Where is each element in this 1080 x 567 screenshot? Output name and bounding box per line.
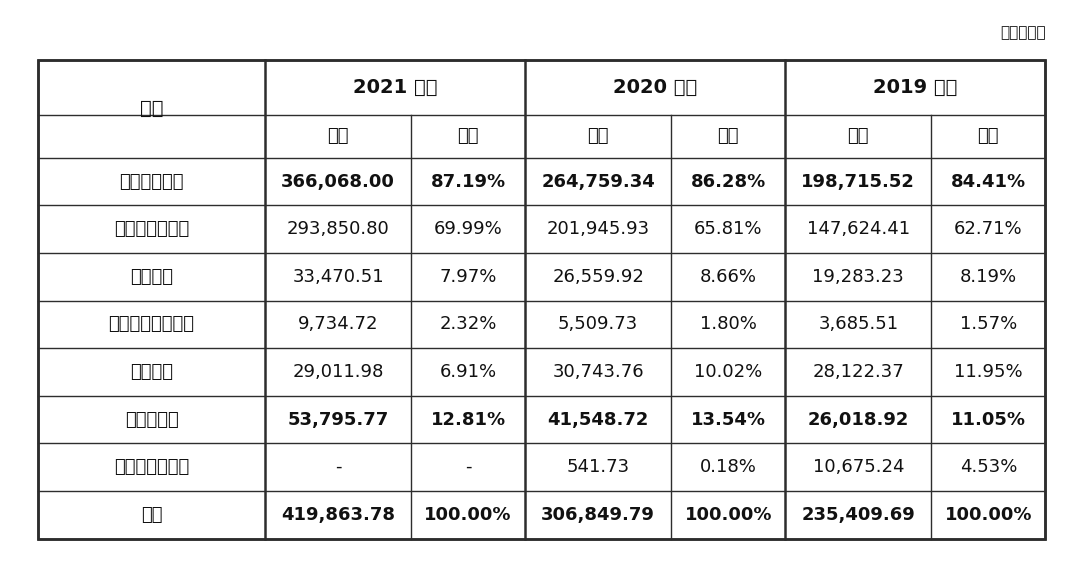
Text: 100.00%: 100.00%: [685, 506, 772, 524]
Text: 2021 年度: 2021 年度: [353, 78, 437, 96]
Text: 30,743.76: 30,743.76: [552, 363, 644, 381]
Text: 8.19%: 8.19%: [960, 268, 1017, 286]
Text: 智能家居产品: 智能家居产品: [119, 172, 184, 191]
Text: 65.81%: 65.81%: [694, 220, 762, 238]
Text: 单位：万元: 单位：万元: [1000, 25, 1045, 40]
Text: 12.81%: 12.81%: [431, 411, 505, 429]
Text: 541.73: 541.73: [567, 458, 630, 476]
Text: 100.00%: 100.00%: [945, 506, 1032, 524]
Text: 2.32%: 2.32%: [440, 315, 497, 333]
Text: 11.95%: 11.95%: [954, 363, 1023, 381]
Text: 264,759.34: 264,759.34: [541, 172, 656, 191]
Text: 235,409.69: 235,409.69: [801, 506, 915, 524]
Text: 28,122.37: 28,122.37: [812, 363, 904, 381]
Text: 293,850.80: 293,850.80: [286, 220, 390, 238]
Text: 2020 年度: 2020 年度: [613, 78, 698, 96]
Text: 云平台服务: 云平台服务: [124, 411, 178, 429]
Bar: [38, 60, 1045, 539]
Text: 86.28%: 86.28%: [690, 172, 766, 191]
Text: 8.66%: 8.66%: [700, 268, 757, 286]
Text: 4.53%: 4.53%: [960, 458, 1017, 476]
Text: 366,068.00: 366,068.00: [281, 172, 395, 191]
Text: 智能入户: 智能入户: [130, 268, 173, 286]
Text: 3,685.51: 3,685.51: [819, 315, 899, 333]
Text: 306,849.79: 306,849.79: [541, 506, 656, 524]
Text: 智能家居摄像机: 智能家居摄像机: [113, 220, 189, 238]
Text: 198,715.52: 198,715.52: [801, 172, 915, 191]
Text: 26,018.92: 26,018.92: [808, 411, 909, 429]
Text: 5,509.73: 5,509.73: [558, 315, 638, 333]
Text: 419,863.78: 419,863.78: [281, 506, 395, 524]
Text: 1.80%: 1.80%: [700, 315, 757, 333]
Text: 6.91%: 6.91%: [440, 363, 497, 381]
Text: 金额: 金额: [327, 127, 349, 145]
Text: 其他智能家居产品: 其他智能家居产品: [108, 315, 194, 333]
Text: 项目: 项目: [139, 99, 163, 118]
Text: 9,734.72: 9,734.72: [298, 315, 378, 333]
Text: 2019 年度: 2019 年度: [874, 78, 958, 96]
Bar: [38, 60, 1045, 539]
Text: 10.02%: 10.02%: [694, 363, 762, 381]
Text: 计算机软件产品: 计算机软件产品: [113, 458, 189, 476]
Text: -: -: [335, 458, 341, 476]
Bar: [38, 60, 1045, 539]
Text: 87.19%: 87.19%: [431, 172, 505, 191]
Text: 总计: 总计: [140, 506, 162, 524]
Text: 41,548.72: 41,548.72: [548, 411, 649, 429]
Text: 金额: 金额: [848, 127, 869, 145]
Text: 1.57%: 1.57%: [960, 315, 1017, 333]
Text: 占比: 占比: [458, 127, 478, 145]
Text: 69.99%: 69.99%: [434, 220, 502, 238]
Text: 29,011.98: 29,011.98: [293, 363, 383, 381]
Text: 10,675.24: 10,675.24: [812, 458, 904, 476]
Text: 62.71%: 62.71%: [954, 220, 1023, 238]
Text: 占比: 占比: [717, 127, 739, 145]
Text: 26,559.92: 26,559.92: [552, 268, 644, 286]
Text: 19,283.23: 19,283.23: [812, 268, 904, 286]
Text: 13.54%: 13.54%: [691, 411, 766, 429]
Text: 0.18%: 0.18%: [700, 458, 757, 476]
Text: 100.00%: 100.00%: [424, 506, 512, 524]
Text: 84.41%: 84.41%: [950, 172, 1026, 191]
Text: 配件产品: 配件产品: [130, 363, 173, 381]
Text: 201,945.93: 201,945.93: [546, 220, 650, 238]
Text: 53,795.77: 53,795.77: [287, 411, 389, 429]
Text: -: -: [464, 458, 471, 476]
Text: 金额: 金额: [588, 127, 609, 145]
Text: 占比: 占比: [977, 127, 999, 145]
Text: 7.97%: 7.97%: [440, 268, 497, 286]
Text: 11.05%: 11.05%: [950, 411, 1026, 429]
Text: 33,470.51: 33,470.51: [293, 268, 383, 286]
Text: 147,624.41: 147,624.41: [807, 220, 909, 238]
